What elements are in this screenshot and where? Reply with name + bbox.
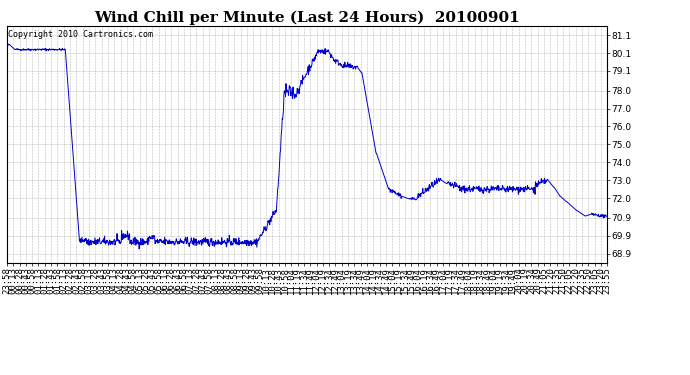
Text: Copyright 2010 Cartronics.com: Copyright 2010 Cartronics.com	[8, 30, 153, 39]
Title: Wind Chill per Minute (Last 24 Hours)  20100901: Wind Chill per Minute (Last 24 Hours) 20…	[94, 11, 520, 25]
